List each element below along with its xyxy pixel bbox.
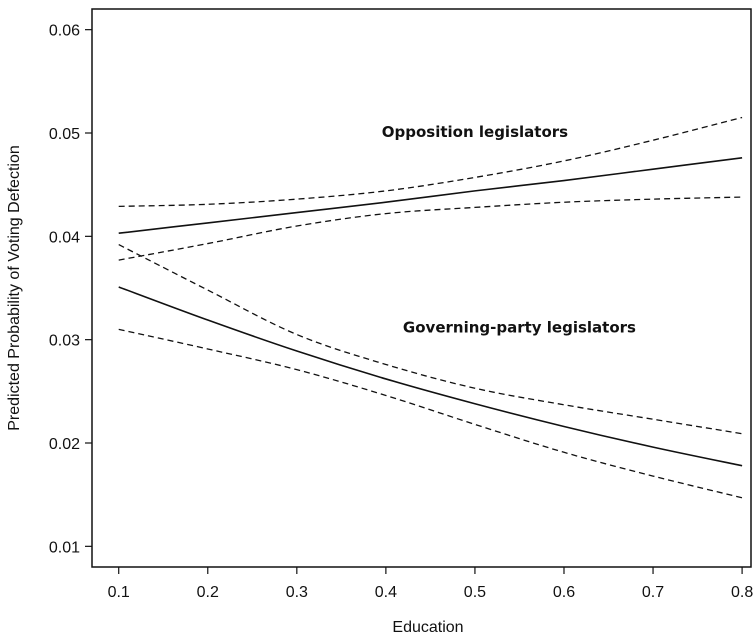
y-tick-label: 0.05 — [49, 126, 80, 143]
annotation-label: Governing-party legislators — [403, 318, 636, 336]
x-tick-label: 0.4 — [375, 584, 397, 601]
series-layer — [118, 116, 743, 499]
x-tick-label: 0.5 — [464, 584, 486, 601]
series-line-governing-party-legislators-upper-bound — [118, 244, 743, 435]
y-tick-label: 0.03 — [49, 333, 80, 350]
series-line-governing-party-legislators — [118, 286, 743, 467]
y-tick-label: 0.01 — [49, 539, 80, 556]
annotation-label: Opposition legislators — [382, 123, 568, 141]
series-line-opposition-legislators — [118, 157, 743, 235]
series-line-governing-party-legislators-lower-bound — [118, 328, 743, 499]
x-axis-title: Education — [392, 619, 463, 636]
series-line-opposition-legislators-lower-bound — [118, 196, 743, 261]
x-tick-label: 0.1 — [108, 584, 130, 601]
y-tick-label: 0.04 — [49, 229, 80, 246]
x-tick-label: 0.8 — [731, 584, 753, 601]
annotation-layer: Opposition legislators Governing-party le… — [382, 123, 636, 336]
y-tick-label: 0.06 — [49, 23, 80, 40]
series-line-opposition-legislators-upper-bound — [118, 116, 743, 208]
x-tick-label: 0.6 — [553, 584, 575, 601]
x-tick-label: 0.2 — [197, 584, 219, 601]
y-tick-label: 0.02 — [49, 436, 80, 453]
y-axis: 0.01 0.02 0.03 0.04 0.05 0.06 — [49, 23, 92, 556]
x-tick-label: 0.7 — [642, 584, 664, 601]
plot-frame — [91, 8, 752, 568]
y-axis-title: Predicted Probability of Voting Defectio… — [6, 145, 23, 431]
x-tick-label: 0.3 — [286, 584, 308, 601]
x-axis: 0.1 0.2 0.3 0.4 0.5 0.6 0.7 0.8 — [108, 567, 753, 601]
